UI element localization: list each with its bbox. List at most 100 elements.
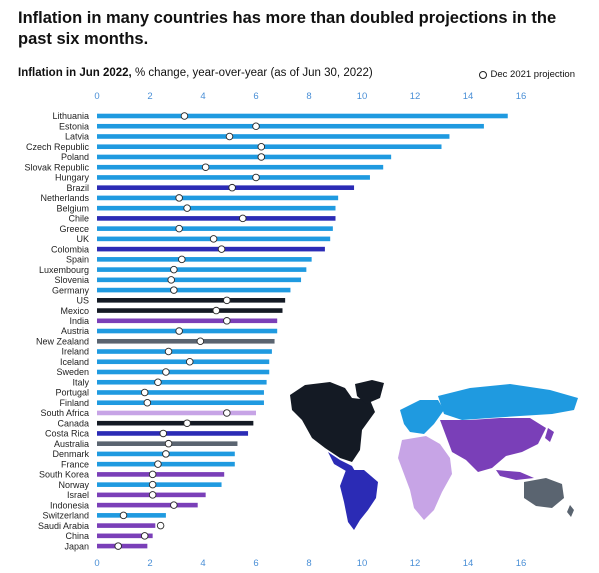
country-label: Poland <box>61 152 89 162</box>
country-label: Czech Republic <box>26 142 90 152</box>
projection-marker <box>178 255 186 264</box>
map-japan <box>545 428 554 442</box>
projection-marker <box>252 173 260 182</box>
projection-marker <box>180 112 189 120</box>
projection-marker <box>175 327 183 335</box>
country-label: Slovak Republic <box>24 162 89 172</box>
x-tick-label-top: 16 <box>516 91 527 102</box>
bar-luxembourg <box>97 267 307 272</box>
projection-marker <box>154 460 162 468</box>
x-tick-label-top: 10 <box>357 91 368 102</box>
bar-spain <box>97 257 312 262</box>
x-tick-label-top: 8 <box>306 91 311 102</box>
country-label: Norway <box>58 480 89 490</box>
map-asia <box>440 418 546 472</box>
projection-marker <box>170 265 178 274</box>
x-tick-label-bottom: 14 <box>463 558 474 569</box>
map-north-america <box>290 382 375 462</box>
country-label: India <box>69 316 89 326</box>
x-tick-label-top: 14 <box>463 91 474 102</box>
country-label: Belgium <box>56 203 89 213</box>
projection-marker <box>148 491 157 499</box>
bar-sweden <box>97 369 270 375</box>
country-label: Australia <box>54 439 89 449</box>
country-label: UK <box>76 234 89 244</box>
bar-new-zealand <box>97 338 275 344</box>
projection-marker <box>209 235 218 243</box>
x-tick-label-top: 6 <box>253 91 258 102</box>
projection-marker <box>164 347 173 356</box>
legend-circle-icon <box>478 70 487 79</box>
bar-switzerland <box>97 513 166 518</box>
bar-norway <box>97 482 222 487</box>
projection-marker <box>223 317 231 325</box>
projection-marker <box>225 132 234 141</box>
bar-italy <box>97 379 267 385</box>
bar-portugal <box>97 390 264 395</box>
x-tick-label-bottom: 0 <box>94 558 99 569</box>
country-label: Indonesia <box>50 500 89 510</box>
projection-marker <box>162 450 170 458</box>
country-label: Portugal <box>55 388 89 398</box>
bar-south-korea <box>97 472 225 477</box>
x-tick-label-top: 2 <box>147 91 152 102</box>
x-tick-label-bottom: 6 <box>253 558 258 569</box>
country-label: Slovenia <box>54 275 89 285</box>
projection-marker <box>223 296 231 305</box>
projection-marker <box>238 214 247 223</box>
chart-subtitle: Inflation in Jun 2022, % change, year-ov… <box>18 67 373 79</box>
x-axis-top: 0 2 4 6 8 10 12 14 16 <box>94 91 526 102</box>
map-central-america <box>328 452 356 473</box>
bar-canada <box>97 420 254 426</box>
projection-marker <box>148 470 157 479</box>
subtitle-rest: % change, year-over-year (as of Jun 30, … <box>131 67 373 79</box>
country-label: Sweden <box>56 367 89 377</box>
country-label: New Zealand <box>36 336 89 346</box>
bar-netherlands <box>97 195 339 201</box>
x-tick-label-bottom: 4 <box>200 558 205 569</box>
bar-belgium <box>97 205 336 211</box>
x-tick-label-bottom: 2 <box>147 558 152 569</box>
projection-marker <box>162 368 170 376</box>
projection-marker <box>217 245 226 253</box>
bar-greece <box>97 226 333 231</box>
map-indonesia <box>496 470 534 480</box>
country-label: US <box>76 296 89 306</box>
projection-marker <box>185 358 194 366</box>
bar-slovak-republic <box>97 164 384 170</box>
projection-marker <box>119 511 128 520</box>
bar-china <box>97 533 153 539</box>
bar-india <box>97 318 278 324</box>
page-title: Inflation in many countries has more tha… <box>18 9 557 48</box>
bar-germany <box>97 287 291 293</box>
bar-costa-rica <box>97 431 249 436</box>
bar-slovenia <box>97 277 302 283</box>
bar-chile <box>97 216 336 221</box>
projection-marker <box>167 276 175 284</box>
bar-mexico <box>97 308 283 313</box>
bar-estonia <box>97 123 484 129</box>
bar-south-africa <box>97 410 256 416</box>
map-africa <box>398 436 452 520</box>
country-label: Lithuania <box>52 111 89 121</box>
country-label: Greece <box>59 224 89 234</box>
country-label: Saudi Arabia <box>38 521 89 531</box>
country-label: Estonia <box>59 121 89 131</box>
country-label: Denmark <box>52 449 89 459</box>
projection-marker <box>183 419 191 427</box>
map-south-america <box>340 470 378 530</box>
country-label: Latvia <box>65 132 89 142</box>
projection-marker <box>228 183 236 192</box>
projection-marker <box>196 337 205 346</box>
projection-marker <box>183 204 191 212</box>
country-label: China <box>65 531 89 541</box>
bar-austria <box>97 328 278 334</box>
projection-marker <box>114 542 122 550</box>
legend-label: Dec 2021 projection <box>490 69 576 80</box>
country-label: Israel <box>67 490 89 500</box>
country-label: Switzerland <box>42 511 89 521</box>
country-label: Ireland <box>61 347 89 357</box>
bar-france <box>97 461 235 467</box>
